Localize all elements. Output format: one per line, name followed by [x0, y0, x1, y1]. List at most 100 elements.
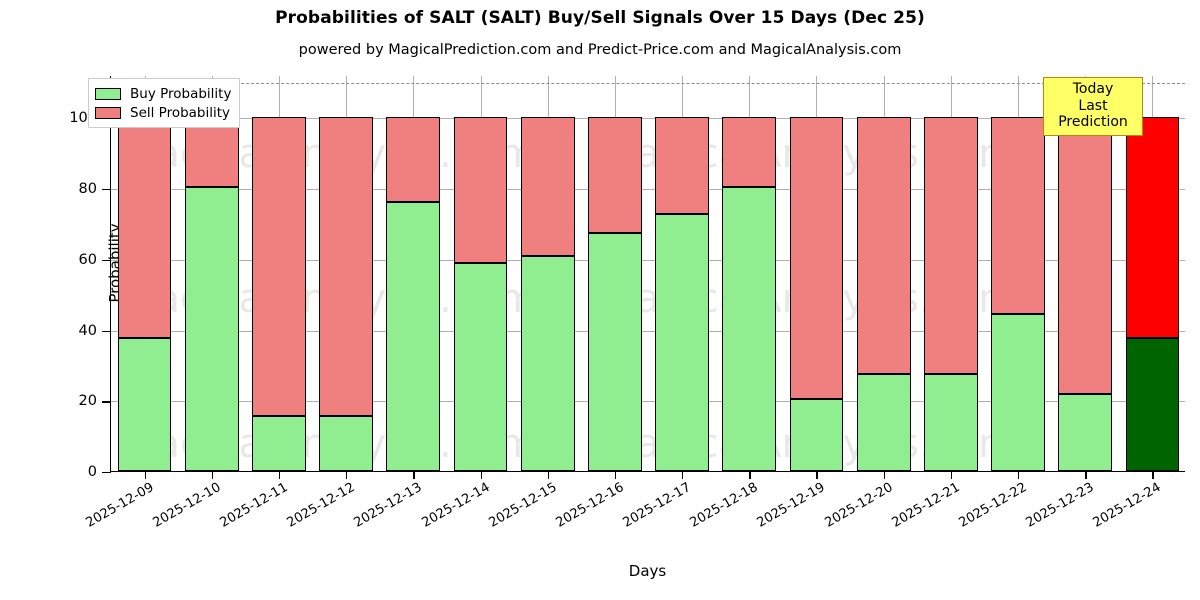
- bar-segment-buy: [184, 187, 239, 471]
- bar-group: [386, 76, 441, 471]
- x-tick-label: 2025-12-21: [889, 480, 963, 531]
- bar-segment-buy: [588, 232, 642, 471]
- x-tick-label: 2025-12-16: [553, 480, 627, 531]
- bar-segment-buy: [386, 202, 441, 471]
- bar-segment-sell: [789, 117, 844, 399]
- today-annotation: Today Last Prediction: [1043, 77, 1143, 136]
- bar-segment-sell: [453, 117, 508, 263]
- bar-segment-buy: [856, 373, 911, 471]
- x-tick: [1018, 472, 1020, 479]
- today-annotation-line1: Today: [1072, 81, 1114, 97]
- x-tick: [950, 472, 953, 479]
- x-tick: [749, 472, 751, 479]
- x-tick: [1152, 472, 1154, 479]
- bar-segment-sell: [520, 117, 575, 257]
- x-tick-label: 2025-12-23: [1023, 480, 1097, 531]
- bar-segment-sell: [722, 117, 777, 188]
- y-tick: [102, 189, 111, 191]
- x-tick-label: 2025-12-24: [1090, 480, 1164, 531]
- bar-segment-sell: [655, 117, 709, 214]
- y-tick-label: 0: [87, 464, 97, 480]
- x-tick: [144, 472, 146, 479]
- bar-segment-sell: [117, 117, 172, 339]
- bar-segment-buy: [655, 213, 709, 471]
- x-tick: [682, 472, 684, 479]
- bar-segment-sell: [319, 117, 374, 417]
- y-tick-label: 40: [78, 322, 97, 339]
- bar-segment-buy: [722, 187, 777, 471]
- x-tick: [278, 472, 281, 479]
- today-annotation-line2: Last Prediction: [1058, 97, 1128, 131]
- x-tick-label: 2025-12-09: [83, 480, 157, 531]
- chart-title: Probabilities of SALT (SALT) Buy/Sell Si…: [275, 8, 925, 28]
- bars-clip: MagicalAnalysis.comMagicalAnalysis.comMa…: [111, 76, 1185, 471]
- bar-segment-buy: [117, 338, 172, 471]
- bar-group: [588, 76, 642, 471]
- x-tick: [547, 472, 550, 479]
- legend-item-sell: Sell Probability: [95, 103, 231, 122]
- x-tick-label: 2025-12-20: [822, 480, 896, 531]
- bar-group: [722, 76, 777, 471]
- bar-segment-sell: [386, 117, 441, 203]
- bar-segment-sell: [1125, 117, 1180, 338]
- bar-group: [856, 76, 911, 471]
- x-tick: [346, 472, 348, 479]
- x-tick: [480, 472, 482, 479]
- bar-group: [923, 76, 978, 471]
- y-tick: [102, 259, 111, 262]
- bar-segment-buy: [252, 415, 306, 471]
- bar-group: [520, 76, 575, 471]
- bar-segment-sell: [184, 117, 239, 188]
- bar-segment-buy: [453, 262, 508, 471]
- bar-segment-sell: [252, 117, 306, 416]
- y-tick: [102, 472, 111, 474]
- y-gridline: [111, 401, 1185, 403]
- bar-segment-buy: [1058, 393, 1113, 471]
- x-tick-label: 2025-12-10: [150, 480, 224, 531]
- bar-group: [789, 76, 844, 471]
- x-tick-label: 2025-12-19: [755, 480, 828, 531]
- bar-segment-sell: [991, 117, 1045, 314]
- x-axis-label: Days: [628, 562, 667, 580]
- bar-group: [252, 76, 306, 471]
- y-gridline: [111, 189, 1185, 191]
- legend-swatch-buy-icon: [95, 87, 121, 100]
- reference-dashed-line: [111, 83, 1185, 85]
- bar-segment-sell: [588, 117, 642, 233]
- bar-group: [991, 76, 1045, 471]
- legend-label-buy: Buy Probability: [130, 85, 232, 102]
- bar-segment-buy: [319, 416, 374, 471]
- x-tick-label: 2025-12-12: [284, 480, 358, 531]
- x-tick-label: 2025-12-15: [486, 480, 560, 531]
- bar-segment-buy: [991, 313, 1045, 471]
- y-gridline: [111, 259, 1185, 261]
- bar-group: [1125, 76, 1180, 471]
- x-tick: [211, 472, 214, 479]
- bar-group: [655, 76, 709, 471]
- bar-segment-buy: [923, 373, 978, 471]
- chart-legend: Buy Probability Sell Probability: [88, 78, 241, 128]
- bar-segment-buy: [789, 398, 844, 471]
- y-tick-label: 80: [78, 181, 97, 198]
- bar-segment-sell: [923, 117, 978, 374]
- bar-segment-sell: [1058, 117, 1113, 394]
- x-tick-label: 2025-12-14: [419, 480, 493, 531]
- x-tick: [1085, 472, 1087, 479]
- bar-group: [1058, 76, 1113, 471]
- x-tick: [816, 472, 818, 479]
- x-tick-label: 2025-12-18: [687, 480, 761, 531]
- bar-segment-sell: [856, 117, 911, 374]
- x-tick: [614, 472, 617, 479]
- bar-group: [117, 76, 172, 471]
- x-tick: [413, 472, 415, 479]
- bar-segment-buy: [1125, 337, 1180, 471]
- y-gridline: [111, 330, 1185, 332]
- y-tick: [102, 330, 111, 332]
- bar-segment-buy: [520, 256, 575, 471]
- y-tick-label: 20: [78, 393, 97, 410]
- legend-item-buy: Buy Probability: [95, 84, 231, 103]
- bar-group: [319, 76, 374, 471]
- x-tick: [883, 472, 885, 479]
- plot-area: Probability MagicalAnalysis.comMagicalAn…: [69, 76, 1185, 531]
